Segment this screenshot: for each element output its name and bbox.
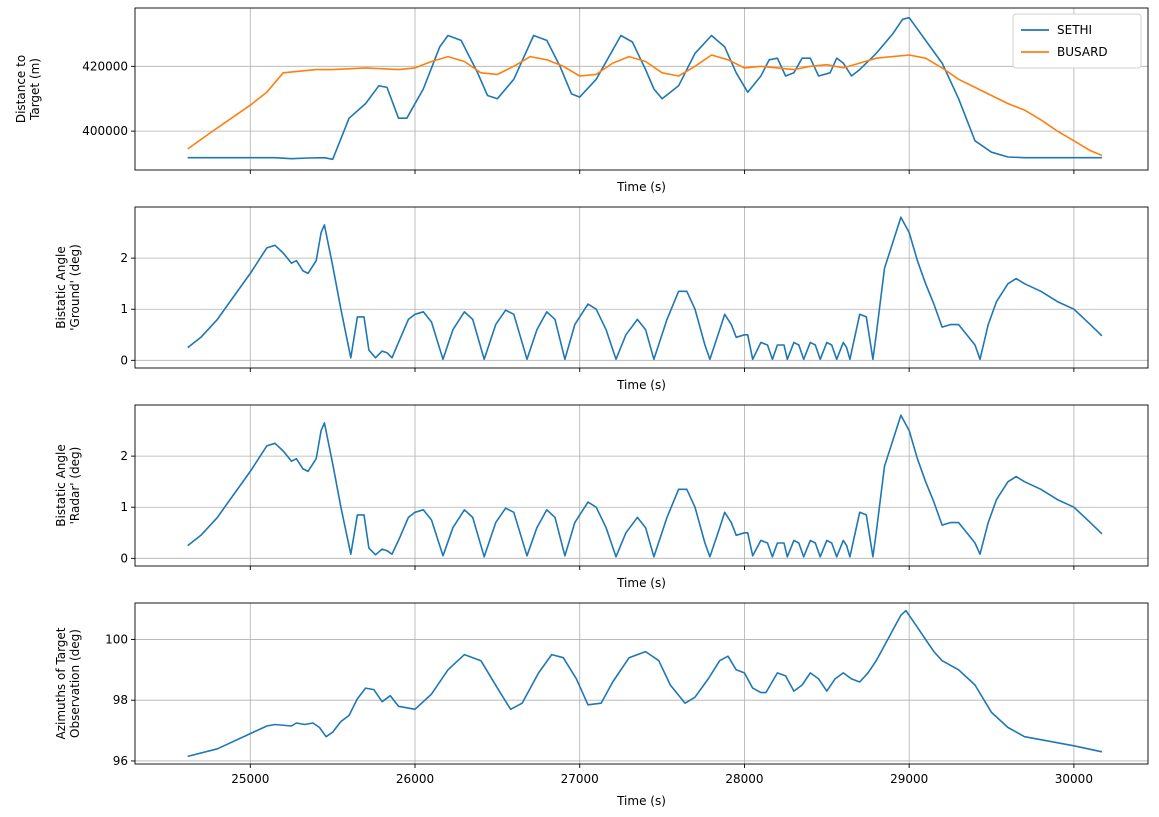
x-axis-label: Time (s) (616, 794, 666, 808)
y-tick-label: 2 (120, 251, 128, 265)
y-axis-label-line: 'Ground' (deg) (68, 244, 82, 331)
y-axis-label-line: Bistatic Angle (54, 246, 68, 328)
axes-frame (134, 206, 1149, 369)
series-line-sethi (187, 16, 1102, 161)
series-line-series-1 (187, 609, 1103, 758)
y-tick-label: 0 (120, 551, 128, 565)
x-tick-label: 27000 (561, 772, 599, 786)
chart-panel-3: 0 1 2 Time (s) Bistatic Angle'Radar' (deg) (54, 404, 1149, 590)
y-tick-label: 400000 (82, 124, 128, 138)
axes-frame (134, 602, 1149, 765)
x-tick-label: 26000 (396, 772, 434, 786)
series-line-series-1 (187, 414, 1103, 558)
axes-frame (134, 404, 1149, 567)
y-axis-label-line: Bistatic Angle (54, 444, 68, 526)
x-axis-label: Time (s) (616, 576, 666, 590)
y-axis-label-line: Target (m) (28, 58, 42, 121)
y-tick-label: 98 (113, 693, 128, 707)
axes-frame (134, 7, 1149, 171)
series-line-series-1 (187, 216, 1103, 361)
x-tick-label: 25000 (231, 772, 269, 786)
x-axis-label: Time (s) (616, 180, 666, 194)
x-tick-label: 29000 (890, 772, 928, 786)
y-axis-label-line: 'Radar' (deg) (68, 447, 82, 525)
legend-box (1012, 13, 1142, 69)
chart-panel-2: 0 1 2 Time (s) Bistatic Angle'Ground' (deg) (54, 206, 1149, 392)
y-tick-label: 2 (120, 449, 128, 463)
y-tick-label: 100 (105, 632, 128, 646)
chart-panel-1: 400000 420000 Time (s) Distance toTarget (m… (14, 7, 1149, 194)
legend-label-busard: BUSARD (1057, 45, 1108, 59)
y-axis-label: Bistatic Angle'Ground' (deg) (54, 244, 82, 331)
x-tick-label: 30000 (1055, 772, 1093, 786)
x-axis-label: Time (s) (616, 378, 666, 392)
y-tick-label: 96 (113, 754, 128, 768)
y-tick-label: 1 (120, 500, 128, 514)
chart-panel-4: 25000 26000 27000 28000 29000 30000 96 98 100 Tim… (54, 602, 1149, 808)
y-axis-label-line: Observation (deg) (68, 629, 82, 738)
y-tick-label: 0 (120, 353, 128, 367)
y-axis-label-line: Azimuths of Target (54, 627, 68, 739)
y-axis-label: Distance toTarget (m) (14, 55, 42, 123)
y-tick-label: 1 (120, 302, 128, 316)
y-tick-label: 420000 (82, 59, 128, 73)
legend-label-sethi: SETHI (1057, 23, 1092, 37)
y-axis-label-line: Distance to (14, 55, 28, 123)
y-axis-label: Bistatic Angle'Radar' (deg) (54, 444, 82, 526)
y-axis-label: Azimuths of TargetObservation (deg) (54, 627, 82, 739)
x-tick-label: 28000 (725, 772, 763, 786)
legend: SETHI BUSARD (1012, 13, 1142, 69)
series-line-busard (187, 54, 1103, 157)
